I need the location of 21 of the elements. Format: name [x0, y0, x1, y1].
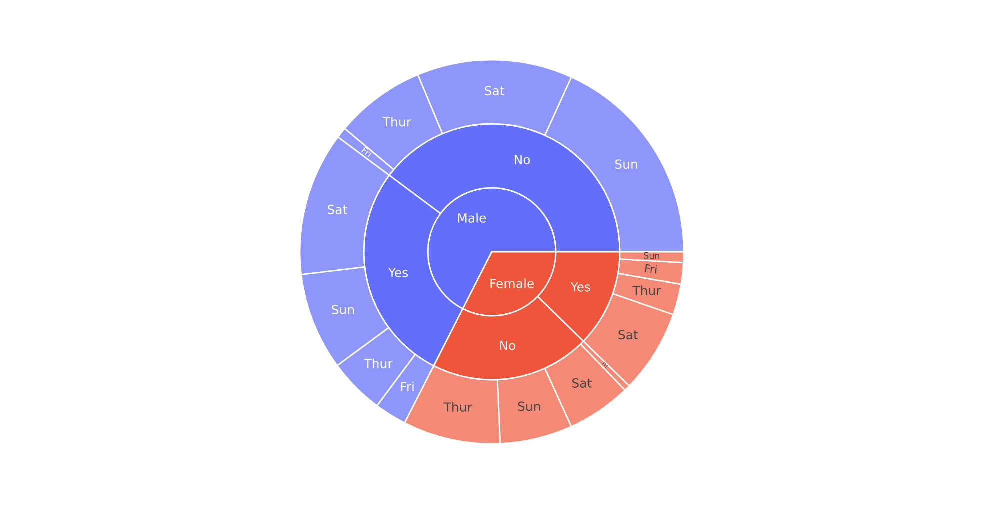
data-label: Sat [572, 378, 592, 388]
data-label: No [514, 155, 530, 165]
data-label: Sun [518, 402, 540, 412]
data-label: Fri [401, 382, 414, 392]
data-label: Thur [364, 358, 393, 368]
data-label: Thur [632, 286, 662, 296]
data-label: Fri [362, 146, 373, 158]
data-label: Male [458, 213, 486, 223]
data-label: Thur [444, 402, 472, 412]
data-label: Female [490, 278, 534, 288]
data-label: Yes [388, 268, 408, 278]
data-label: No [500, 341, 516, 350]
data-label: Sun [615, 160, 638, 170]
data-label: Sun [332, 305, 354, 315]
data-label: Yes [570, 282, 590, 292]
data-label: Sat [485, 86, 504, 96]
data-label: Sun [644, 252, 660, 260]
data-label: Sat [328, 204, 348, 214]
data-label: Thur [382, 117, 412, 127]
data-label: Sat [618, 330, 638, 340]
data-label: Fri [645, 264, 658, 274]
